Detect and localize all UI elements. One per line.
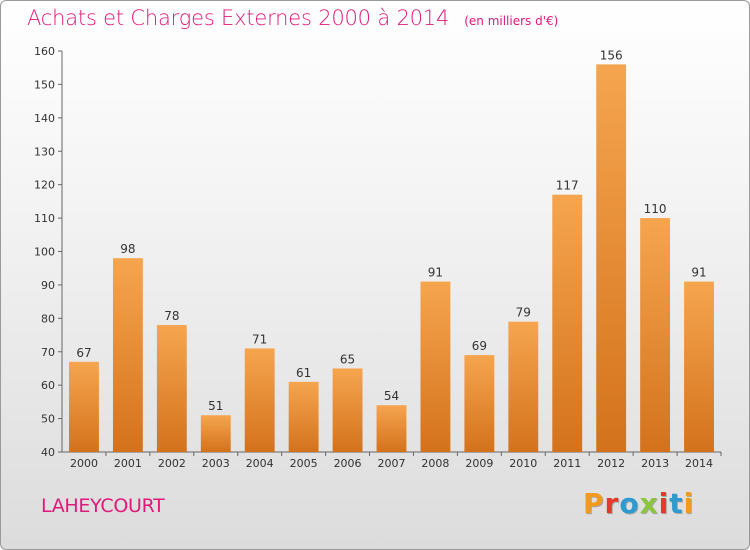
- y-tick-label: 130: [34, 145, 55, 158]
- x-tick-label: 2006: [334, 457, 362, 470]
- logo-letter: P: [583, 487, 605, 520]
- bar-2007: [376, 405, 407, 452]
- data-label: 51: [208, 399, 223, 413]
- unit-label: (en milliers d'€): [464, 14, 559, 28]
- x-tick-label: 2005: [290, 457, 318, 470]
- bar-2002: [156, 325, 187, 452]
- bar-2011: [552, 194, 583, 453]
- bar-2008: [420, 281, 451, 452]
- y-tick-label: 120: [34, 179, 55, 192]
- x-tick-label: 2001: [114, 457, 142, 470]
- data-label: 79: [516, 306, 531, 320]
- data-label: 61: [296, 366, 311, 380]
- data-label: 91: [428, 266, 443, 280]
- x-tick-label: 2008: [421, 457, 449, 470]
- data-label: 110: [644, 202, 667, 216]
- bar-2010: [508, 321, 539, 452]
- bar-2014: [684, 281, 714, 452]
- x-tick-label: 2010: [509, 457, 537, 470]
- commune-name: LAHEYCOURT: [41, 495, 165, 517]
- bar-2009: [464, 355, 495, 452]
- bar-2005: [288, 381, 319, 452]
- y-tick-label: 150: [34, 78, 55, 91]
- logo-letter: i: [658, 487, 670, 520]
- y-tick-label: 90: [41, 279, 55, 292]
- chart-title-text: Achats et Charges Externes 2000 à 2014: [27, 6, 450, 30]
- x-tick-label: 2007: [378, 457, 406, 470]
- x-tick-label: 2003: [202, 457, 230, 470]
- x-tick-label: 2013: [641, 457, 669, 470]
- x-tick-label: 2000: [70, 457, 98, 470]
- logo-letter: t: [669, 487, 684, 520]
- y-tick-label: 100: [34, 246, 55, 259]
- data-label: 69: [472, 339, 487, 353]
- x-tick-label: 2012: [597, 457, 625, 470]
- data-labels: 67 98 78 51 71 61 65 54 91 69 79 117 156 110 91: [76, 48, 706, 413]
- y-tick-label: 60: [41, 379, 55, 392]
- logo-letter: r: [604, 487, 620, 520]
- logo-letter: o: [619, 487, 640, 520]
- y-tick-label: 80: [41, 312, 55, 325]
- bar-2006: [332, 368, 363, 452]
- y-tick-label: 40: [41, 446, 55, 459]
- data-label: 54: [384, 389, 399, 403]
- data-label: 65: [340, 352, 355, 366]
- bar-2004: [244, 348, 275, 452]
- y-tick-label: 160: [34, 45, 55, 58]
- y-tick-label: 50: [41, 413, 55, 426]
- data-label: 71: [252, 332, 267, 346]
- data-label: 91: [691, 266, 706, 280]
- logo-letter: i: [683, 487, 695, 520]
- data-label: 98: [120, 242, 135, 256]
- x-tick-label: 2014: [685, 457, 713, 470]
- data-label: 67: [76, 346, 91, 360]
- y-tick-label: 140: [34, 112, 55, 125]
- y-tick-label: 70: [41, 346, 55, 359]
- axes: 40 50 60 70 80 90 100 110 120 130 140 150 160 2000 200…: [34, 45, 722, 470]
- data-label: 78: [164, 309, 179, 323]
- x-tick-label: 2009: [465, 457, 493, 470]
- y-tick-label: 110: [34, 212, 55, 225]
- x-tick-label: 2004: [246, 457, 274, 470]
- chart-title: Achats et Charges Externes 2000 à 2014 (…: [27, 6, 558, 30]
- logo-letter: x: [639, 487, 659, 520]
- bar-2013: [640, 218, 671, 452]
- proxiti-logo: Proxiti: [583, 487, 694, 520]
- data-label: 156: [600, 48, 623, 62]
- bars: [69, 64, 714, 453]
- bar-2012: [596, 64, 627, 452]
- x-tick-label: 2002: [158, 457, 186, 470]
- x-tick-label: 2011: [553, 457, 581, 470]
- bar-2001: [112, 258, 143, 452]
- data-label: 117: [556, 179, 579, 193]
- bar-2000: [69, 361, 99, 452]
- bar-2003: [200, 415, 231, 452]
